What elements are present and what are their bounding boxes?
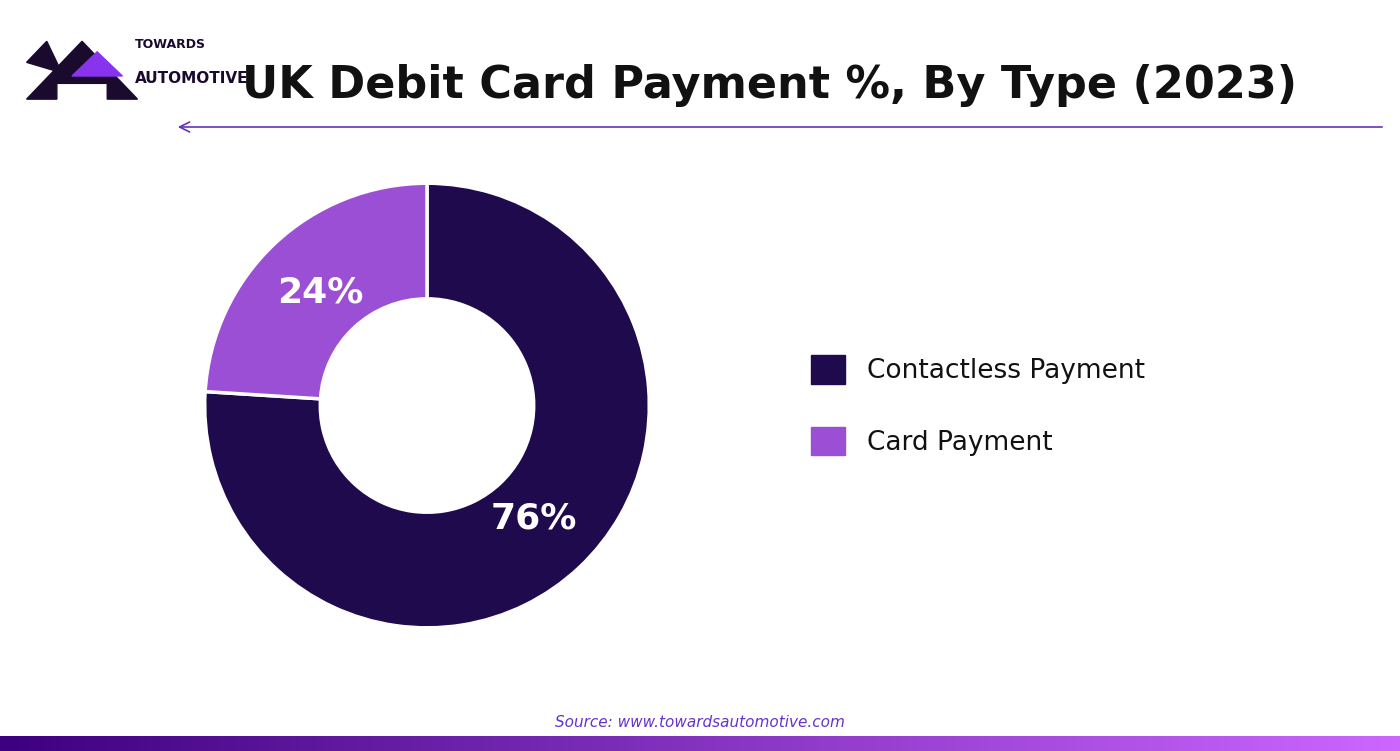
- Text: TOWARDS: TOWARDS: [134, 38, 206, 51]
- Polygon shape: [71, 52, 122, 76]
- Text: 76%: 76%: [490, 502, 577, 536]
- Wedge shape: [206, 183, 427, 399]
- Text: UK Debit Card Payment %, By Type (2023): UK Debit Card Payment %, By Type (2023): [242, 64, 1298, 107]
- Polygon shape: [27, 41, 137, 99]
- Text: Source: www.towardsautomotive.com: Source: www.towardsautomotive.com: [554, 715, 846, 730]
- Circle shape: [321, 299, 533, 512]
- Text: 24%: 24%: [277, 275, 364, 309]
- Wedge shape: [204, 183, 650, 628]
- Legend: Contactless Payment, Card Payment: Contactless Payment, Card Payment: [811, 355, 1145, 456]
- Polygon shape: [27, 41, 62, 73]
- Text: AUTOMOTIVE: AUTOMOTIVE: [134, 71, 248, 86]
